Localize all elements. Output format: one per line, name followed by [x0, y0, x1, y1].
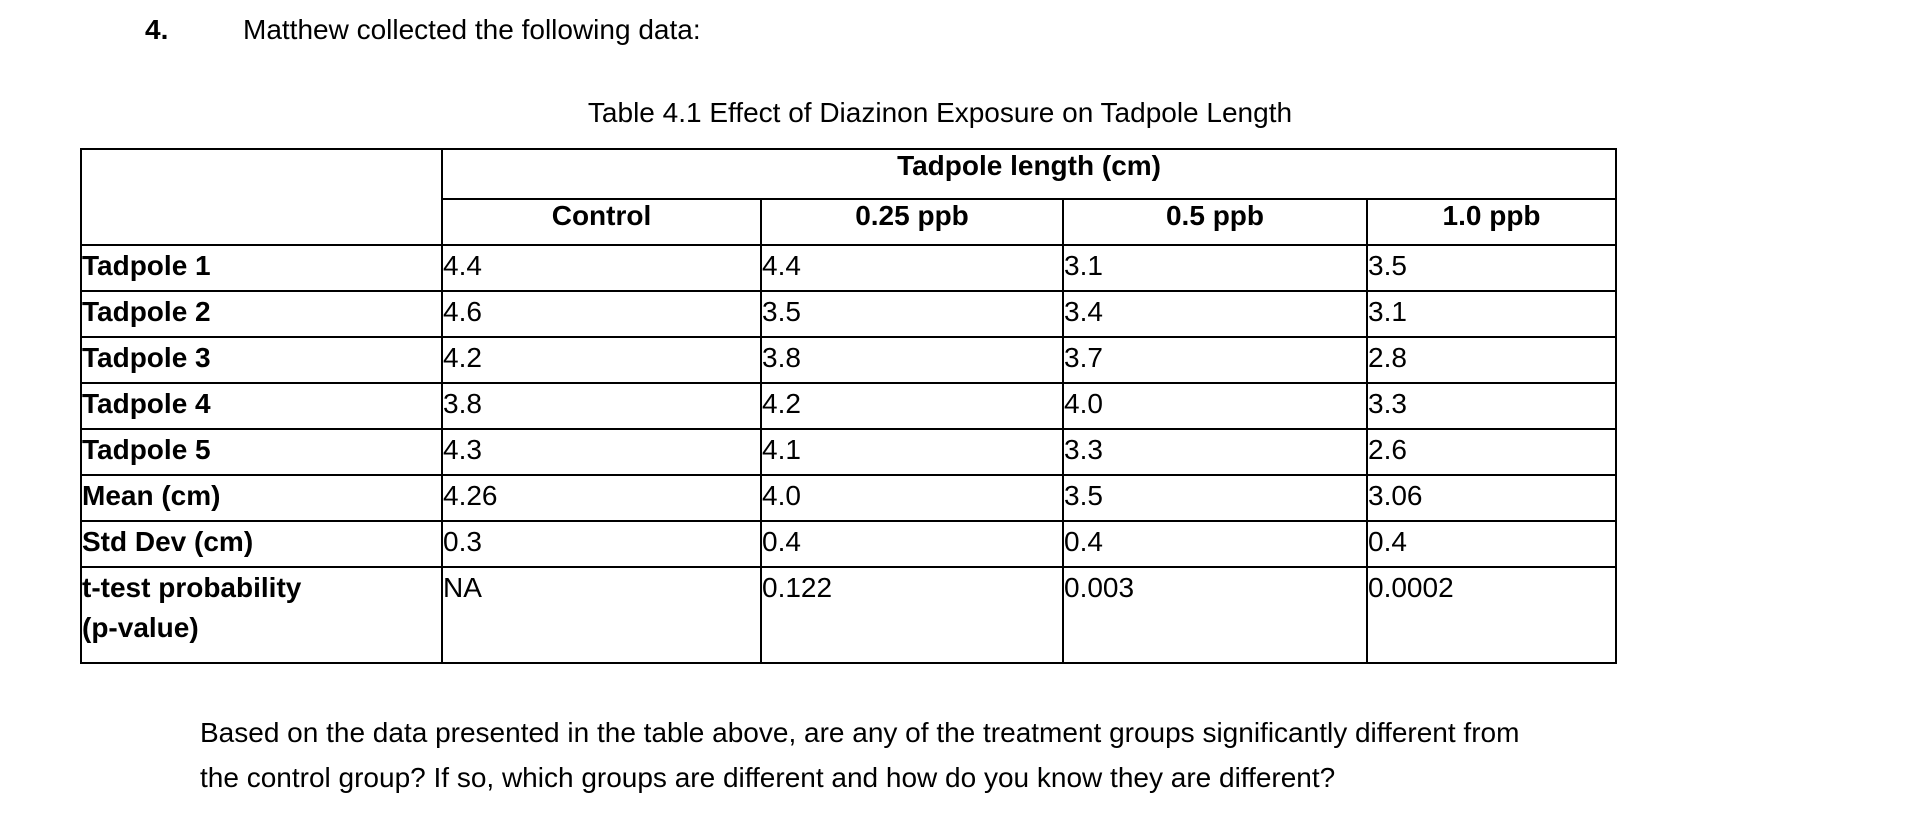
cell-value: 0.3: [441, 520, 762, 568]
cell-value: 0.0002: [1365, 566, 1618, 664]
row-label: Tadpole 3: [80, 336, 443, 384]
row-label: Tadpole 4: [80, 382, 443, 430]
cell-value: 4.3: [441, 428, 762, 476]
cell-value: 4.6: [441, 290, 762, 338]
table-row-mean: Mean (cm) 4.26 4.0 3.5 3.06: [80, 474, 1618, 522]
cell-value: 3.5: [1365, 244, 1618, 292]
cell-value: 3.06: [1365, 474, 1618, 522]
cell-value: 4.4: [760, 244, 1064, 292]
row-label: t-test probability (p-value): [80, 566, 443, 664]
column-header-control: Control: [441, 198, 762, 246]
cell-value: 4.2: [441, 336, 762, 384]
cell-value: 4.1: [760, 428, 1064, 476]
cell-value: 4.0: [760, 474, 1064, 522]
cell-value: 3.7: [1062, 336, 1368, 384]
cell-value: 4.0: [1062, 382, 1368, 430]
cell-value: 0.4: [760, 520, 1064, 568]
column-header-025ppb: 0.25 ppb: [760, 198, 1064, 246]
cell-value: 0.4: [1365, 520, 1618, 568]
span-header-cell: Tadpole length (cm): [440, 148, 1618, 200]
table-row-stddev: Std Dev (cm) 0.3 0.4 0.4 0.4: [80, 520, 1618, 568]
cell-value: 4.26: [441, 474, 762, 522]
cell-value: NA: [441, 566, 762, 664]
row-label: Tadpole 2: [80, 290, 443, 338]
cell-value: 3.3: [1365, 382, 1618, 430]
cell-value: 4.4: [441, 244, 762, 292]
cell-value: 3.1: [1365, 290, 1618, 338]
cell-value: 3.4: [1062, 290, 1368, 338]
corner-cell: [80, 148, 443, 246]
table-row-tadpole-3: Tadpole 3 4.2 3.8 3.7 2.8: [80, 336, 1618, 384]
column-header-row: Control 0.25 ppb 0.5 ppb 1.0 ppb: [81, 198, 1618, 246]
table-row-tadpole-5: Tadpole 5 4.3 4.1 3.3 2.6: [80, 428, 1618, 476]
question-intro-text: Matthew collected the following data:: [243, 14, 701, 45]
cell-value: 0.4: [1062, 520, 1368, 568]
cell-value: 3.8: [441, 382, 762, 430]
cell-value: 3.8: [760, 336, 1064, 384]
question-number: 4.: [145, 14, 169, 45]
question-prompt: Based on the data presented in the table…: [200, 717, 1520, 793]
column-header-10ppb: 1.0 ppb: [1365, 198, 1618, 246]
column-header-05ppb: 0.5 ppb: [1062, 198, 1368, 246]
table-row-tadpole-1: Tadpole 1 4.4 4.4 3.1 3.5: [80, 244, 1618, 292]
row-label: Mean (cm): [80, 474, 443, 522]
cell-value: 3.5: [760, 290, 1064, 338]
cell-value: 2.8: [1365, 336, 1618, 384]
table-row-tadpole-2: Tadpole 2 4.6 3.5 3.4 3.1: [80, 290, 1618, 338]
table-caption: Table 4.1 Effect of Diazinon Exposure on…: [587, 97, 1293, 128]
row-label: Std Dev (cm): [80, 520, 443, 568]
cell-value: 0.003: [1062, 566, 1368, 664]
question-heading: 4. Matthew collected the following data:: [145, 12, 701, 48]
row-label: Tadpole 1: [80, 244, 443, 292]
cell-value: 2.6: [1365, 428, 1618, 476]
table-row-ttest: t-test probability (p-value) NA 0.122 0.…: [80, 566, 1618, 664]
cell-value: 4.2: [760, 382, 1064, 430]
tadpole-data-table: Tadpole length (cm) Control 0.25 ppb 0.5…: [80, 148, 1618, 664]
cell-value: 3.3: [1062, 428, 1368, 476]
table-row-tadpole-4: Tadpole 4 3.8 4.2 4.0 3.3: [80, 382, 1618, 430]
cell-value: 0.122: [760, 566, 1064, 664]
cell-value: 3.5: [1062, 474, 1368, 522]
span-header-row: Tadpole length (cm): [80, 148, 1618, 246]
row-label: Tadpole 5: [80, 428, 443, 476]
cell-value: 3.1: [1062, 244, 1368, 292]
